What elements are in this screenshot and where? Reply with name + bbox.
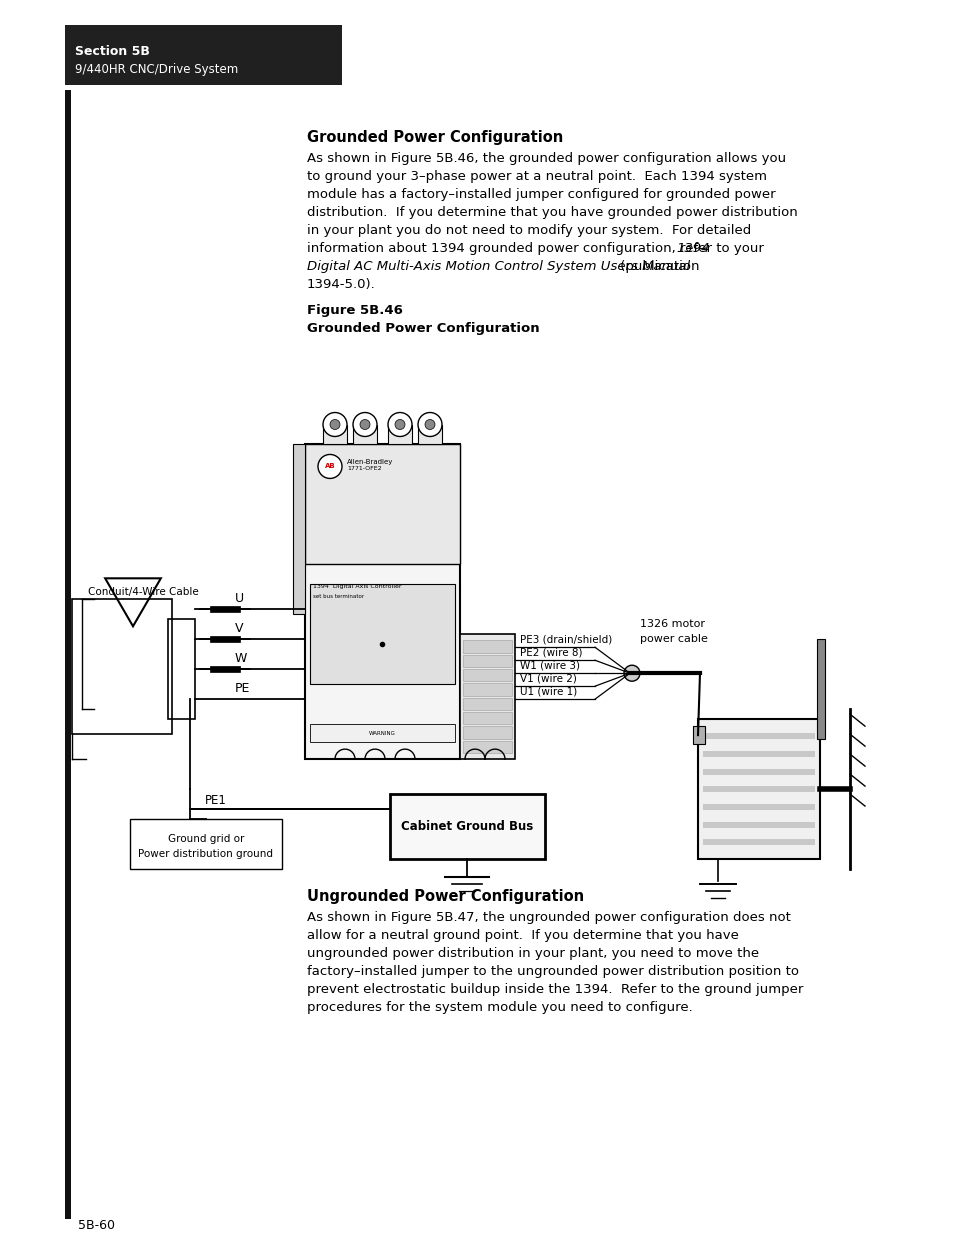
Bar <box>462 683 512 695</box>
Text: procedures for the system module you need to configure.: procedures for the system module you nee… <box>307 1000 692 1014</box>
Text: ungrounded power distribution in your plant, you need to move the: ungrounded power distribution in your pl… <box>307 947 759 960</box>
Bar <box>702 821 814 827</box>
Bar <box>390 794 544 860</box>
Bar <box>310 724 455 742</box>
Bar <box>702 840 814 845</box>
Text: Section 5B: Section 5B <box>75 44 150 58</box>
Text: 1394-5.0).: 1394-5.0). <box>307 278 375 290</box>
Text: factory–installed jumper to the ungrounded power distribution position to: factory–installed jumper to the unground… <box>307 965 799 978</box>
Text: U1 (wire 1): U1 (wire 1) <box>519 687 577 697</box>
Bar <box>168 619 194 719</box>
Text: Grounded Power Configuration: Grounded Power Configuration <box>307 130 562 144</box>
Circle shape <box>323 412 347 436</box>
Circle shape <box>623 666 639 682</box>
Circle shape <box>424 420 435 430</box>
Bar <box>323 425 347 445</box>
Bar <box>210 606 240 613</box>
Text: PE: PE <box>234 682 250 695</box>
Bar <box>462 726 512 739</box>
Bar <box>462 698 512 710</box>
Text: Power distribution ground: Power distribution ground <box>138 848 274 860</box>
Text: Allen-Bradley: Allen-Bradley <box>347 459 393 466</box>
Bar <box>462 640 512 652</box>
Bar <box>210 636 240 642</box>
Text: in your plant you do not need to modify your system.  For detailed: in your plant you do not need to modify … <box>307 224 750 237</box>
Text: PE3 (drain/shield): PE3 (drain/shield) <box>519 635 612 645</box>
Text: AB: AB <box>324 463 335 469</box>
Bar <box>702 751 814 757</box>
Circle shape <box>388 412 412 436</box>
Text: Grounded Power Configuration: Grounded Power Configuration <box>307 321 539 335</box>
Bar <box>459 635 515 760</box>
Text: PE2 (wire 8): PE2 (wire 8) <box>519 647 582 657</box>
Text: allow for a neutral ground point.  If you determine that you have: allow for a neutral ground point. If you… <box>307 929 739 942</box>
Text: 1394  Digital Axis Controller: 1394 Digital Axis Controller <box>313 584 401 589</box>
Circle shape <box>353 412 376 436</box>
Circle shape <box>330 420 339 430</box>
Text: U: U <box>234 593 244 605</box>
Text: As shown in Figure 5B.47, the ungrounded power configuration does not: As shown in Figure 5B.47, the ungrounded… <box>307 911 790 924</box>
Text: V1 (wire 2): V1 (wire 2) <box>519 673 577 683</box>
Bar <box>417 425 441 445</box>
Text: WARNING: WARNING <box>369 731 395 736</box>
Text: 5B-60: 5B-60 <box>78 1219 115 1231</box>
Bar <box>353 425 376 445</box>
Circle shape <box>359 420 370 430</box>
Text: W: W <box>234 652 247 666</box>
Text: Ground grid or: Ground grid or <box>168 834 244 844</box>
Bar <box>702 734 814 739</box>
Text: 1326 motor: 1326 motor <box>639 619 704 630</box>
Text: module has a factory–installed jumper configured for grounded power: module has a factory–installed jumper co… <box>307 188 775 201</box>
Text: W1 (wire 3): W1 (wire 3) <box>519 661 579 671</box>
Text: PE1: PE1 <box>205 794 227 806</box>
Bar <box>462 669 512 682</box>
Text: set bus terminator: set bus terminator <box>313 594 364 599</box>
Bar <box>130 819 282 869</box>
Text: 1394: 1394 <box>676 242 710 254</box>
Bar <box>462 741 512 753</box>
Text: Ungrounded Power Configuration: Ungrounded Power Configuration <box>307 889 583 904</box>
Bar <box>65 90 71 1219</box>
Bar <box>305 445 459 760</box>
Text: 9/440HR CNC/Drive System: 9/440HR CNC/Drive System <box>75 63 238 75</box>
Text: Cabinet Ground Bus: Cabinet Ground Bus <box>401 820 533 834</box>
Bar <box>65 25 341 85</box>
Text: power cable: power cable <box>639 635 707 645</box>
Bar <box>305 445 459 564</box>
Bar <box>462 713 512 725</box>
Text: Figure 5B.46: Figure 5B.46 <box>307 304 402 316</box>
Bar <box>462 655 512 667</box>
Text: Digital AC Multi-Axis Motion Control System Users Manual: Digital AC Multi-Axis Motion Control Sys… <box>307 259 689 273</box>
Bar <box>702 787 814 792</box>
Bar <box>310 584 455 684</box>
Bar <box>702 804 814 810</box>
Text: V: V <box>234 622 243 635</box>
Text: Conduit/4-Wire Cable: Conduit/4-Wire Cable <box>88 588 198 598</box>
Circle shape <box>417 412 441 436</box>
Text: (publication: (publication <box>616 259 699 273</box>
Text: As shown in Figure 5B.46, the grounded power configuration allows you: As shown in Figure 5B.46, the grounded p… <box>307 152 785 164</box>
Circle shape <box>395 420 405 430</box>
Bar <box>293 445 305 614</box>
Circle shape <box>317 454 341 478</box>
Text: 1771-OFE2: 1771-OFE2 <box>347 467 381 472</box>
Bar <box>698 719 820 860</box>
Bar <box>71 599 172 734</box>
Bar <box>816 640 824 739</box>
Text: prevent electrostatic buildup inside the 1394.  Refer to the ground jumper: prevent electrostatic buildup inside the… <box>307 983 802 995</box>
Bar <box>702 768 814 774</box>
Bar <box>210 666 240 672</box>
Text: information about 1394 grounded power configuration, refer to your: information about 1394 grounded power co… <box>307 242 767 254</box>
Bar <box>388 425 412 445</box>
Text: distribution.  If you determine that you have grounded power distribution: distribution. If you determine that you … <box>307 206 797 219</box>
Text: to ground your 3–phase power at a neutral point.  Each 1394 system: to ground your 3–phase power at a neutra… <box>307 169 766 183</box>
Bar <box>692 726 704 745</box>
